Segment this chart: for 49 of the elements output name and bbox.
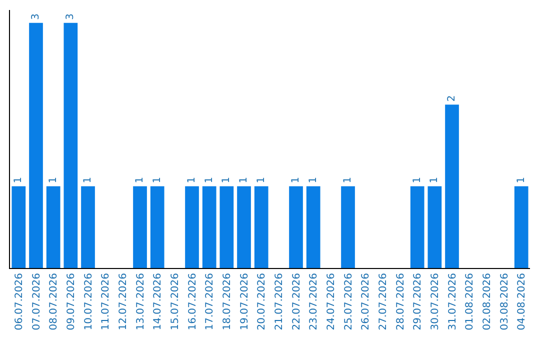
data-label: 1 — [238, 176, 250, 184]
data-label: 2 — [446, 95, 458, 102]
x-tick-label: 29.07.2026 — [412, 273, 424, 330]
x-tick-label: 06.07.2026 — [14, 273, 25, 330]
data-label: 3 — [30, 14, 42, 20]
data-label: 1 — [13, 176, 24, 184]
x-tick-label: 10.07.2026 — [83, 273, 94, 330]
x-tick-label: 27.07.2026 — [378, 273, 389, 330]
x-tick-label: 08.07.2026 — [48, 273, 60, 330]
data-label: 3 — [65, 14, 76, 20]
x-tick-label: 13.07.2026 — [135, 273, 146, 330]
data-label: 1 — [48, 176, 59, 184]
x-tick-label: 02.08.2026 — [482, 273, 493, 330]
x-tick-label: 18.07.2026 — [222, 273, 233, 330]
x-tick-label: 15.07.2026 — [170, 273, 181, 330]
x-tick-label: 23.07.2026 — [308, 273, 320, 330]
data-label: 1 — [204, 176, 215, 184]
x-tick-label: 12.07.2026 — [118, 273, 129, 330]
data-label: 1 — [186, 176, 198, 184]
x-tick-label: 16.07.2026 — [187, 273, 198, 330]
data-label: 1 — [429, 176, 440, 184]
x-tick-label: 14.07.2026 — [152, 273, 164, 330]
data-label: 1 — [516, 176, 527, 184]
data-label: 1 — [134, 176, 146, 184]
x-tick-label: 04.08.2026 — [516, 273, 528, 330]
x-tick-label: 01.08.2026 — [464, 273, 476, 330]
x-tick-label: 30.07.2026 — [430, 273, 441, 330]
x-tick-label: 09.07.2026 — [66, 273, 77, 330]
x-tick-label: 11.07.2026 — [100, 273, 112, 330]
x-tick-label: 24.07.2026 — [326, 273, 337, 330]
x-tick-label: 28.07.2026 — [395, 273, 406, 330]
x-tick-label: 22.07.2026 — [291, 273, 302, 330]
x-tick-label: 17.07.2026 — [204, 273, 216, 330]
x-tick-label: 31.07.2026 — [447, 273, 458, 330]
x-tick-label: 25.07.2026 — [343, 273, 354, 330]
data-label: 1 — [308, 176, 319, 184]
x-tick-label: 21.07.2026 — [274, 273, 285, 330]
data-label: 1 — [221, 176, 232, 184]
x-tick-label: 03.08.2026 — [499, 273, 510, 330]
data-label: 1 — [342, 176, 354, 184]
x-tick-label: 19.07.2026 — [239, 273, 250, 330]
data-label: 1 — [82, 176, 94, 184]
data-label: 1 — [290, 176, 302, 184]
x-tick-label: 26.07.2026 — [360, 273, 372, 330]
x-tick-label: 07.07.2026 — [31, 273, 42, 330]
data-label: 1 — [412, 176, 423, 184]
data-label: 1 — [256, 176, 267, 184]
data-label: 1 — [152, 176, 163, 184]
x-tick-label: 20.07.2026 — [256, 273, 268, 330]
